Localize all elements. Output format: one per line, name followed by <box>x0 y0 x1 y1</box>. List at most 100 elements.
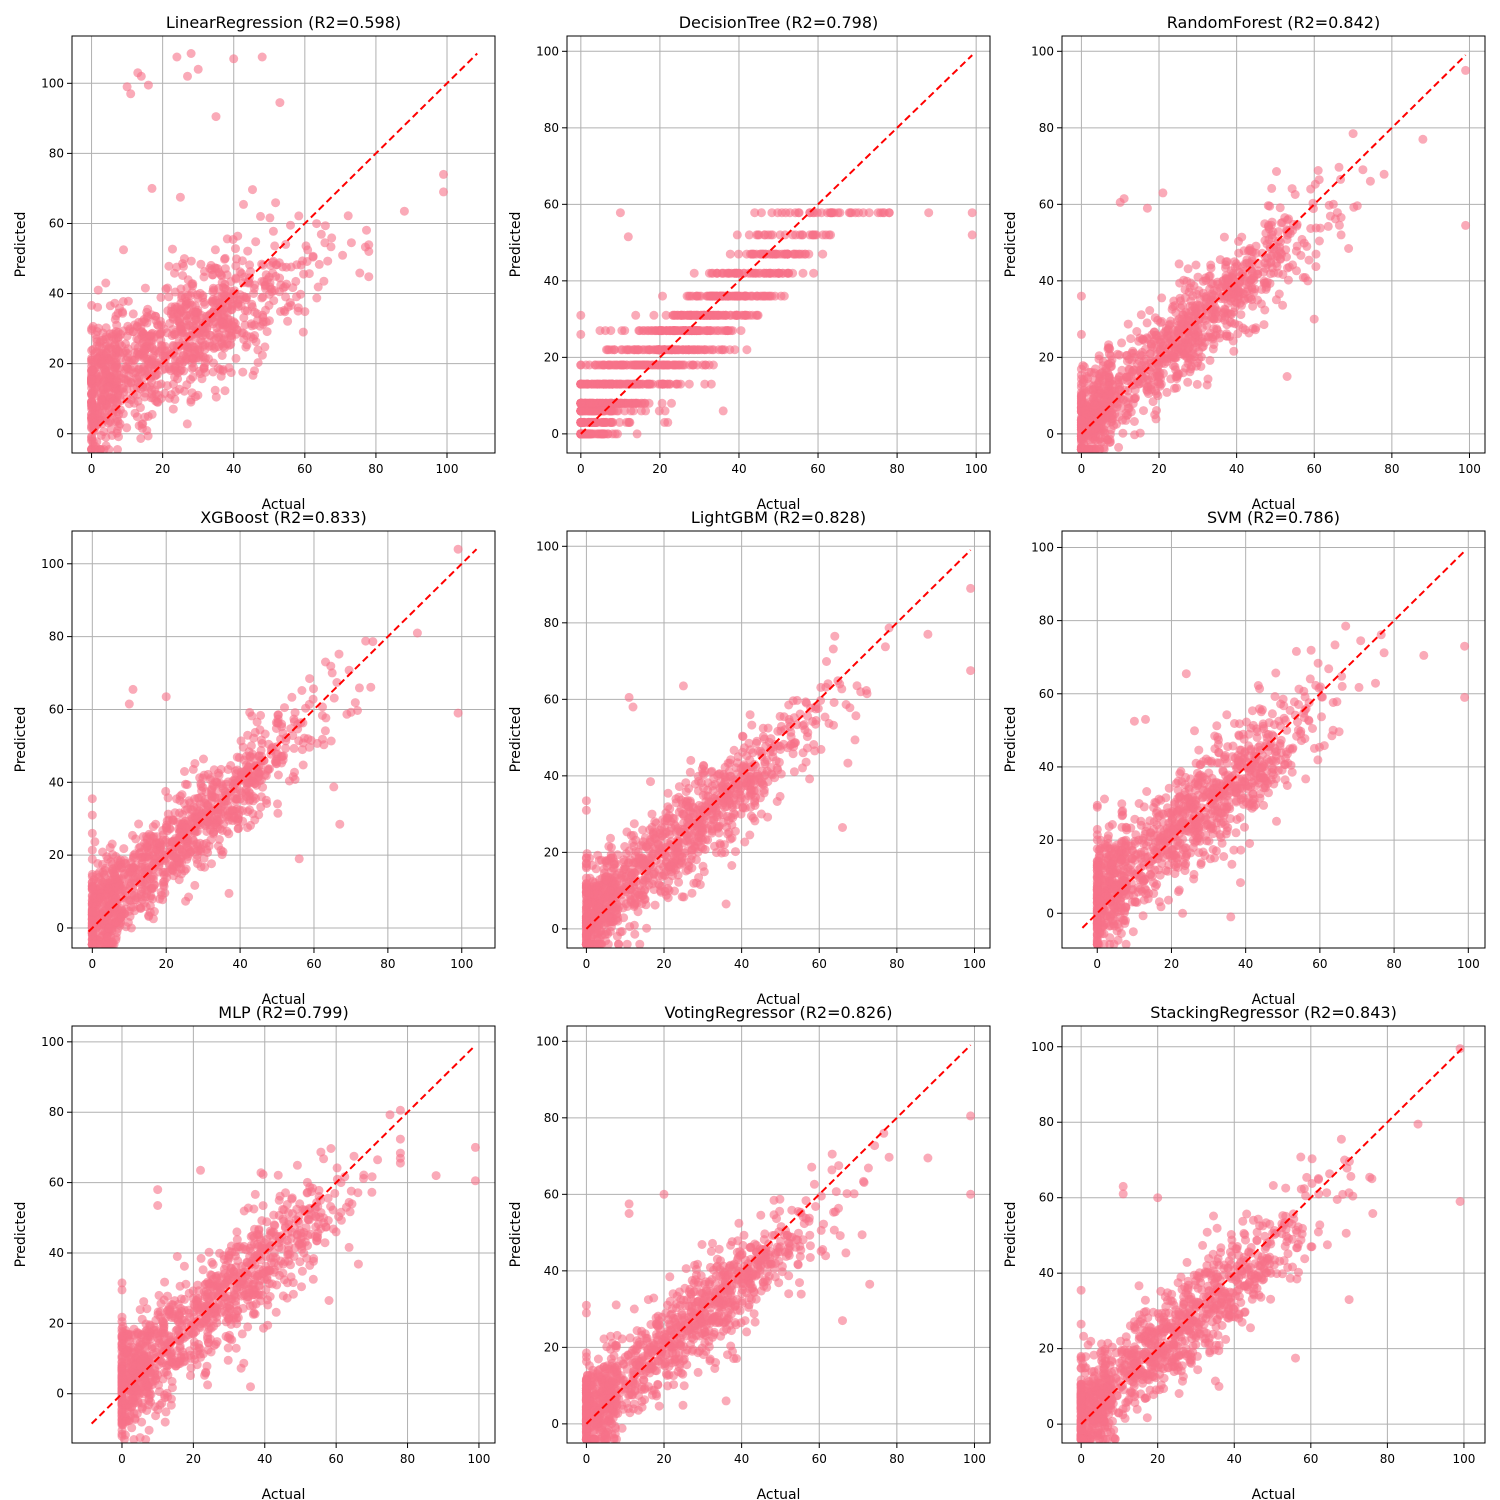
data-point <box>168 312 178 322</box>
data-point <box>702 310 712 320</box>
data-point <box>121 859 131 869</box>
data-point <box>663 417 673 427</box>
data-point <box>211 112 221 122</box>
x-tick-label: 20 <box>652 462 667 476</box>
data-point <box>1216 294 1226 304</box>
data-point <box>1206 295 1216 305</box>
data-point <box>164 393 174 403</box>
data-point <box>763 230 773 240</box>
data-point <box>233 231 243 241</box>
data-point <box>590 360 600 370</box>
data-point <box>769 268 779 278</box>
data-point <box>1144 365 1154 375</box>
data-point <box>1259 320 1269 330</box>
data-point <box>275 98 285 108</box>
data-point <box>181 896 191 906</box>
data-point <box>101 332 111 342</box>
data-point <box>1323 221 1333 231</box>
data-point <box>684 379 694 389</box>
data-point <box>246 741 256 751</box>
data-point <box>1156 379 1166 389</box>
data-point <box>1090 400 1100 410</box>
data-point <box>193 64 203 74</box>
data-point <box>115 303 124 313</box>
data-point <box>103 932 113 942</box>
data-point <box>233 824 243 834</box>
data-point <box>354 683 364 693</box>
data-point <box>704 268 714 278</box>
data-point <box>1155 344 1165 354</box>
data-point <box>193 293 203 303</box>
data-point <box>647 809 657 819</box>
data-point <box>87 810 97 820</box>
data-point <box>630 379 640 389</box>
data-point <box>138 832 148 841</box>
data-point <box>185 338 195 348</box>
data-point <box>360 242 370 252</box>
data-point <box>231 353 241 363</box>
data-point <box>854 208 864 218</box>
data-point <box>162 381 172 391</box>
data-point <box>293 303 303 313</box>
data-point <box>1275 203 1285 213</box>
y-axis-label: Predicted <box>1003 212 1019 278</box>
x-tick-label: 40 <box>226 462 241 476</box>
data-point <box>292 260 302 270</box>
x-tick-label: 100 <box>450 957 473 971</box>
data-point <box>277 719 287 729</box>
data-point <box>1170 383 1179 393</box>
data-point <box>281 262 291 272</box>
data-point <box>119 844 129 854</box>
data-point <box>290 708 300 718</box>
data-point <box>98 867 108 877</box>
data-point <box>1115 385 1125 395</box>
data-point <box>608 417 618 427</box>
data-point <box>1260 219 1270 229</box>
data-point <box>87 325 97 335</box>
y-tick-label: 80 <box>544 616 559 630</box>
data-point <box>151 370 161 380</box>
data-point <box>1461 220 1471 230</box>
data-point <box>220 254 229 264</box>
data-point <box>1348 129 1358 139</box>
data-point <box>128 684 138 694</box>
data-point <box>187 279 197 289</box>
data-point <box>87 389 97 399</box>
data-point <box>1145 306 1155 315</box>
data-point <box>104 884 114 894</box>
data-point <box>1238 262 1248 272</box>
data-point <box>283 316 293 326</box>
data-point <box>1358 165 1368 175</box>
y-tick-label: 60 <box>544 692 559 706</box>
data-point <box>1094 444 1104 453</box>
x-tick-label: 80 <box>380 957 395 971</box>
data-point <box>439 169 448 179</box>
data-point <box>150 385 160 395</box>
data-point <box>217 351 227 360</box>
data-point <box>689 268 699 278</box>
data-point <box>92 420 102 430</box>
data-point <box>794 249 804 259</box>
data-point <box>91 334 101 344</box>
data-point <box>1260 305 1270 315</box>
data-point <box>742 249 752 259</box>
data-point <box>1105 344 1115 354</box>
data-point <box>644 379 654 389</box>
data-point <box>242 751 251 761</box>
data-point <box>576 398 586 408</box>
data-point <box>265 213 275 223</box>
data-point <box>87 410 97 419</box>
data-point <box>224 363 234 373</box>
data-point <box>179 799 189 808</box>
data-point <box>319 740 329 750</box>
data-point <box>241 342 251 352</box>
data-point <box>87 872 97 882</box>
data-point <box>117 383 127 393</box>
data-point <box>1262 277 1272 287</box>
data-point <box>198 341 208 351</box>
data-point <box>791 230 801 240</box>
data-point <box>199 363 209 373</box>
data-point <box>1234 286 1244 296</box>
data-point <box>691 291 701 301</box>
data-point <box>112 344 122 354</box>
